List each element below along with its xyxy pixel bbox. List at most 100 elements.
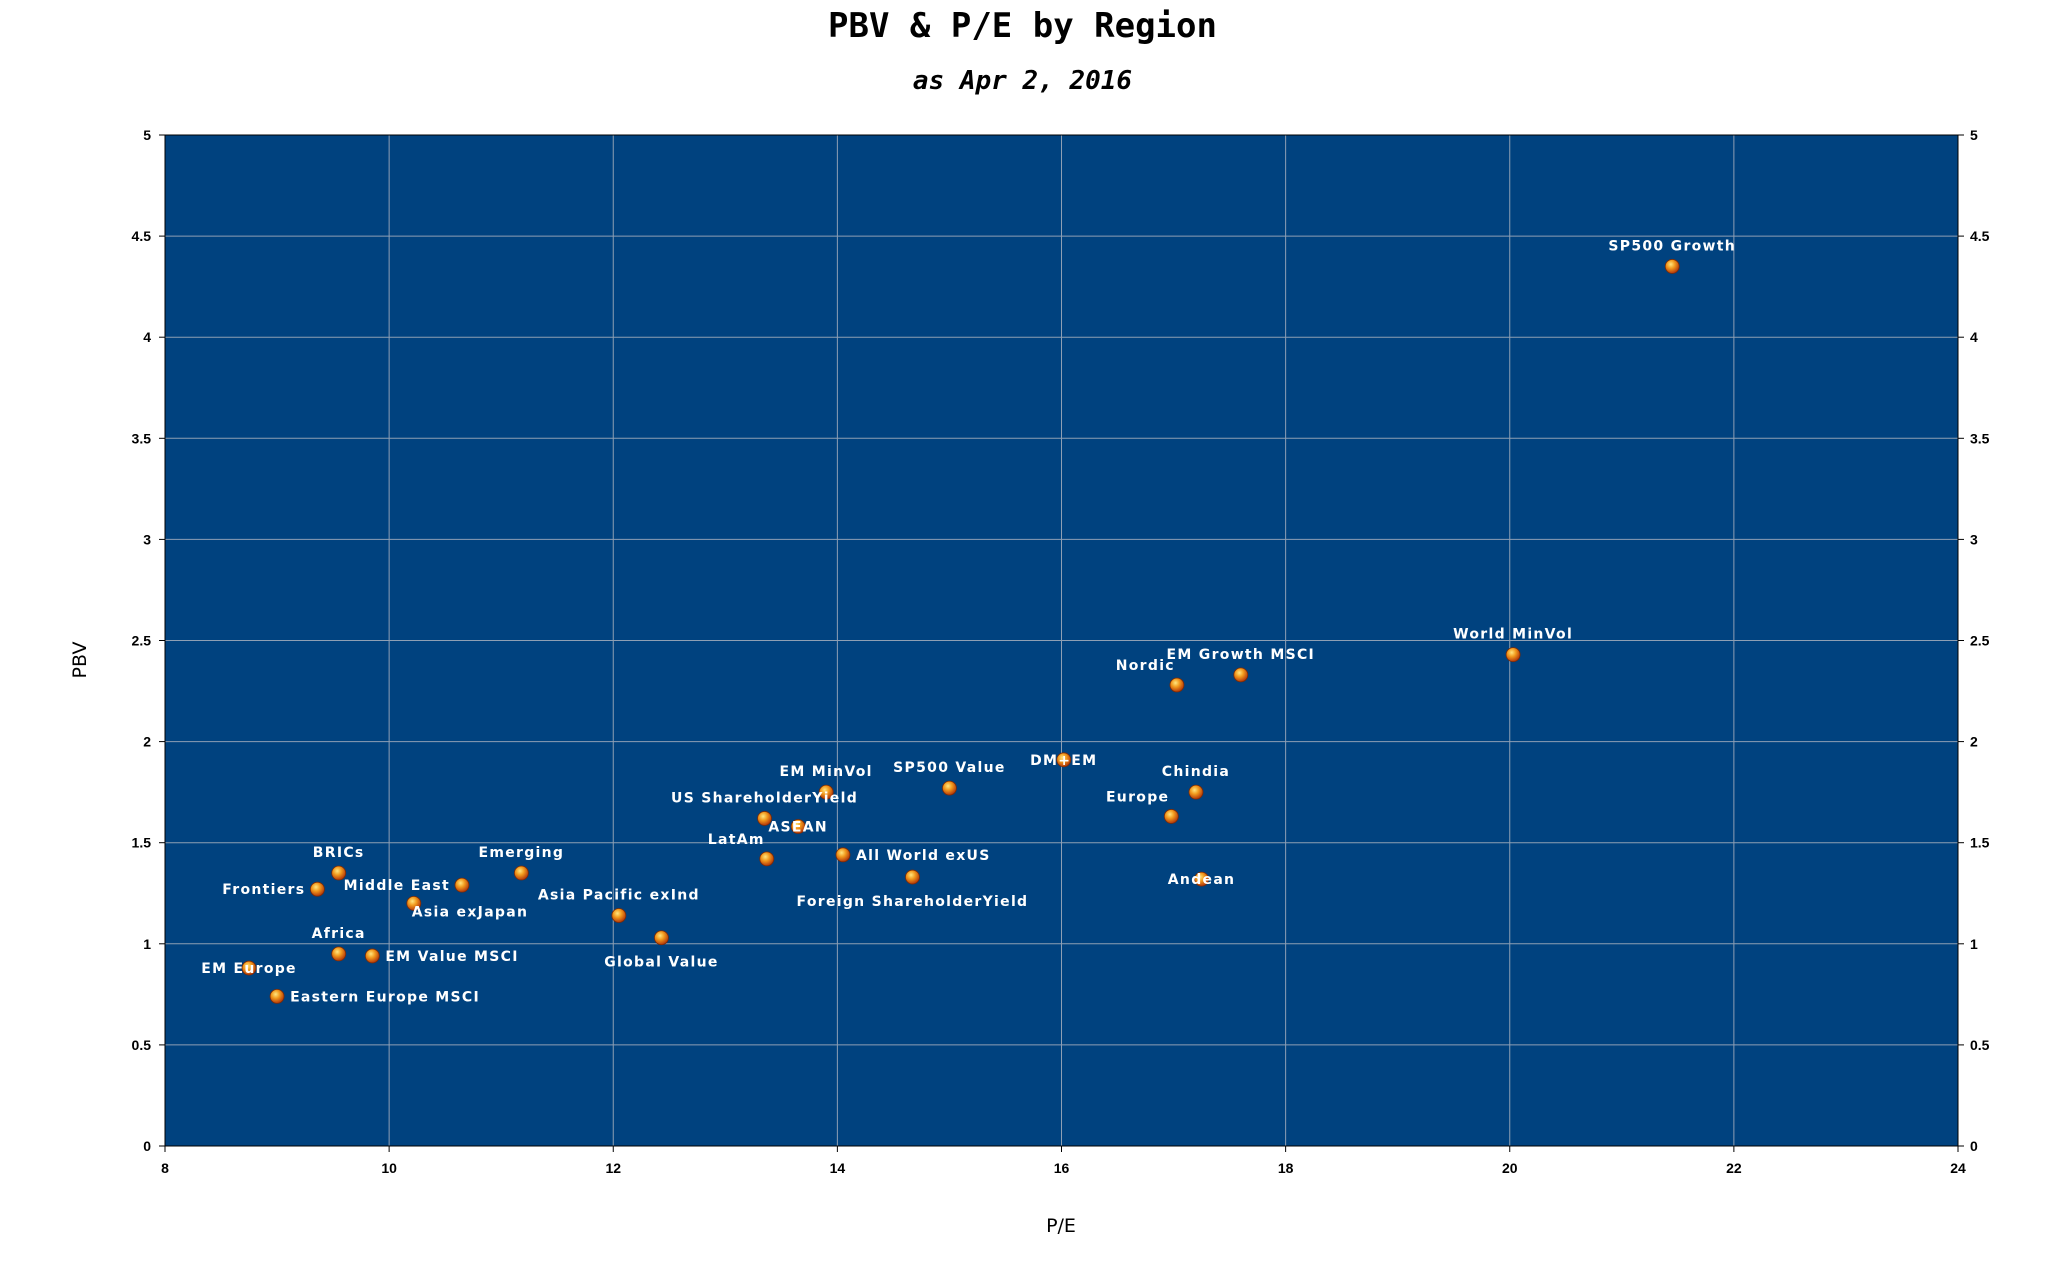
point-marker xyxy=(654,930,669,946)
y-tick-label-right: 1.5 xyxy=(1970,835,1990,851)
point-marker xyxy=(757,811,772,826)
x-tick-label: 24 xyxy=(1950,1160,1966,1176)
point-marker xyxy=(1163,809,1179,824)
data-point: World MinVol xyxy=(1453,627,1573,663)
data-point: SP500 Growth xyxy=(1608,238,1736,274)
point-marker xyxy=(454,877,470,893)
point-label: All World exUS xyxy=(856,848,991,864)
y-tick-label-left: 4.5 xyxy=(132,228,152,244)
y-tick-label-left: 5 xyxy=(143,127,151,143)
data-point: LatAm xyxy=(708,832,775,867)
point-marker xyxy=(269,988,285,1004)
point-label: ASEAN xyxy=(768,820,828,836)
point-label: Foreign ShareholderYield xyxy=(797,894,1029,910)
point-label: Asia exJapan xyxy=(412,904,529,920)
point-label: Andean xyxy=(1168,872,1236,888)
data-point: EM Europe xyxy=(201,960,297,977)
point-label: Emerging xyxy=(478,845,564,861)
point-label: EM Europe xyxy=(201,961,297,977)
point-marker xyxy=(905,869,920,885)
point-marker xyxy=(406,895,422,911)
x-tick-label: 12 xyxy=(605,1160,621,1176)
x-axis-label: P/E xyxy=(1046,1215,1076,1237)
x-axis: 8 10 12 14 16 18 20 22 24 xyxy=(161,1146,1966,1176)
data-point: Eastern Europe MSCI xyxy=(269,988,480,1005)
x-tick-label: 10 xyxy=(381,1160,397,1176)
point-marker xyxy=(818,784,834,800)
x-tick-label: 14 xyxy=(830,1160,846,1176)
point-label: DM+EM xyxy=(1030,753,1097,769)
point-marker xyxy=(331,946,347,962)
data-point: Asia exJapan xyxy=(406,895,529,920)
data-point: BRICs xyxy=(313,845,365,881)
point-label: EM Value MSCI xyxy=(385,949,518,965)
point-label: Asia Pacific exInd xyxy=(538,887,700,903)
y-tick-label-left: 0.5 xyxy=(132,1037,152,1053)
point-label: Africa xyxy=(312,926,366,942)
y-tick-label-right: 2.5 xyxy=(1970,633,1990,649)
data-point: Foreign ShareholderYield xyxy=(797,869,1029,910)
point-marker xyxy=(364,948,380,964)
y-axis-right: 0 0.5 1 1.5 2 2.5 3 3.5 4 4.5 5 xyxy=(1958,127,1990,1154)
data-point: US ShareholderYield xyxy=(671,790,858,826)
y-axis-left: 0 0.5 1 1.5 2 2.5 3 3.5 4 4.5 5 xyxy=(132,127,165,1154)
point-marker xyxy=(790,819,806,834)
x-tick-label: 16 xyxy=(1054,1160,1070,1176)
data-point: Europe xyxy=(1106,789,1179,824)
y-axis-label: PBV xyxy=(69,642,91,679)
point-marker xyxy=(331,865,347,881)
point-label: EM MinVol xyxy=(780,764,873,780)
y-tick-label-left: 2.5 xyxy=(132,633,152,649)
data-points: SP500 Growth World MinVol EM Growth MSCINo… xyxy=(201,238,1736,1005)
point-label: Eastern Europe MSCI xyxy=(290,989,480,1005)
y-tick-label-right: 3 xyxy=(1970,531,1978,547)
point-marker xyxy=(513,865,529,881)
y-tick-label-right: 3.5 xyxy=(1970,430,1990,446)
point-label: EM Growth MSCI xyxy=(1167,647,1316,663)
point-marker xyxy=(310,881,325,897)
x-tick-label: 8 xyxy=(161,1160,169,1176)
point-label: LatAm xyxy=(708,832,765,848)
data-point: Africa xyxy=(312,926,366,962)
point-label: SP500 Growth xyxy=(1608,238,1736,254)
y-tick-label-left: 1.5 xyxy=(132,835,152,851)
y-tick-label-right: 2 xyxy=(1970,734,1978,750)
x-tick-label: 18 xyxy=(1278,1160,1294,1176)
point-label: Middle East xyxy=(344,878,450,894)
point-marker xyxy=(241,960,257,976)
y-tick-label-left: 3.5 xyxy=(132,430,152,446)
data-point: EM MinVol xyxy=(780,764,873,800)
y-tick-label-right: 5 xyxy=(1970,127,1978,143)
y-tick-label-right: 0.5 xyxy=(1970,1037,1990,1053)
x-tick-label: 22 xyxy=(1726,1160,1742,1176)
chart-title: PBV & P/E by Region xyxy=(828,6,1217,46)
data-point: Andean xyxy=(1168,871,1236,888)
point-label: Frontiers xyxy=(222,882,305,898)
data-point: Global Value xyxy=(604,930,717,971)
data-point: Nordic xyxy=(1116,658,1185,693)
y-tick-label-right: 0 xyxy=(1970,1138,1978,1154)
data-point: Chindia xyxy=(1162,764,1229,800)
point-label: Europe xyxy=(1106,789,1169,805)
y-tick-label-left: 2 xyxy=(143,734,151,750)
data-point: EM Growth MSCI xyxy=(1167,647,1316,683)
point-marker xyxy=(835,847,851,863)
chart-subtitle: as Apr 2, 2016 xyxy=(912,66,1133,96)
y-tick-label-left: 0 xyxy=(143,1138,151,1154)
point-label: US ShareholderYield xyxy=(671,790,858,806)
x-tick-label: 20 xyxy=(1502,1160,1518,1176)
data-point: ASEAN xyxy=(768,819,828,836)
point-marker xyxy=(1169,677,1185,693)
y-tick-label-left: 4 xyxy=(143,329,151,345)
data-point: Frontiers xyxy=(222,881,325,898)
y-tick-label-right: 4 xyxy=(1970,329,1978,345)
data-point: All World exUS xyxy=(835,847,991,864)
point-marker xyxy=(1233,667,1249,683)
point-label: World MinVol xyxy=(1453,627,1573,643)
point-marker xyxy=(942,780,957,796)
point-marker xyxy=(759,851,775,867)
point-marker xyxy=(1505,647,1521,663)
y-tick-label-left: 3 xyxy=(143,531,151,547)
point-label: BRICs xyxy=(313,845,365,861)
